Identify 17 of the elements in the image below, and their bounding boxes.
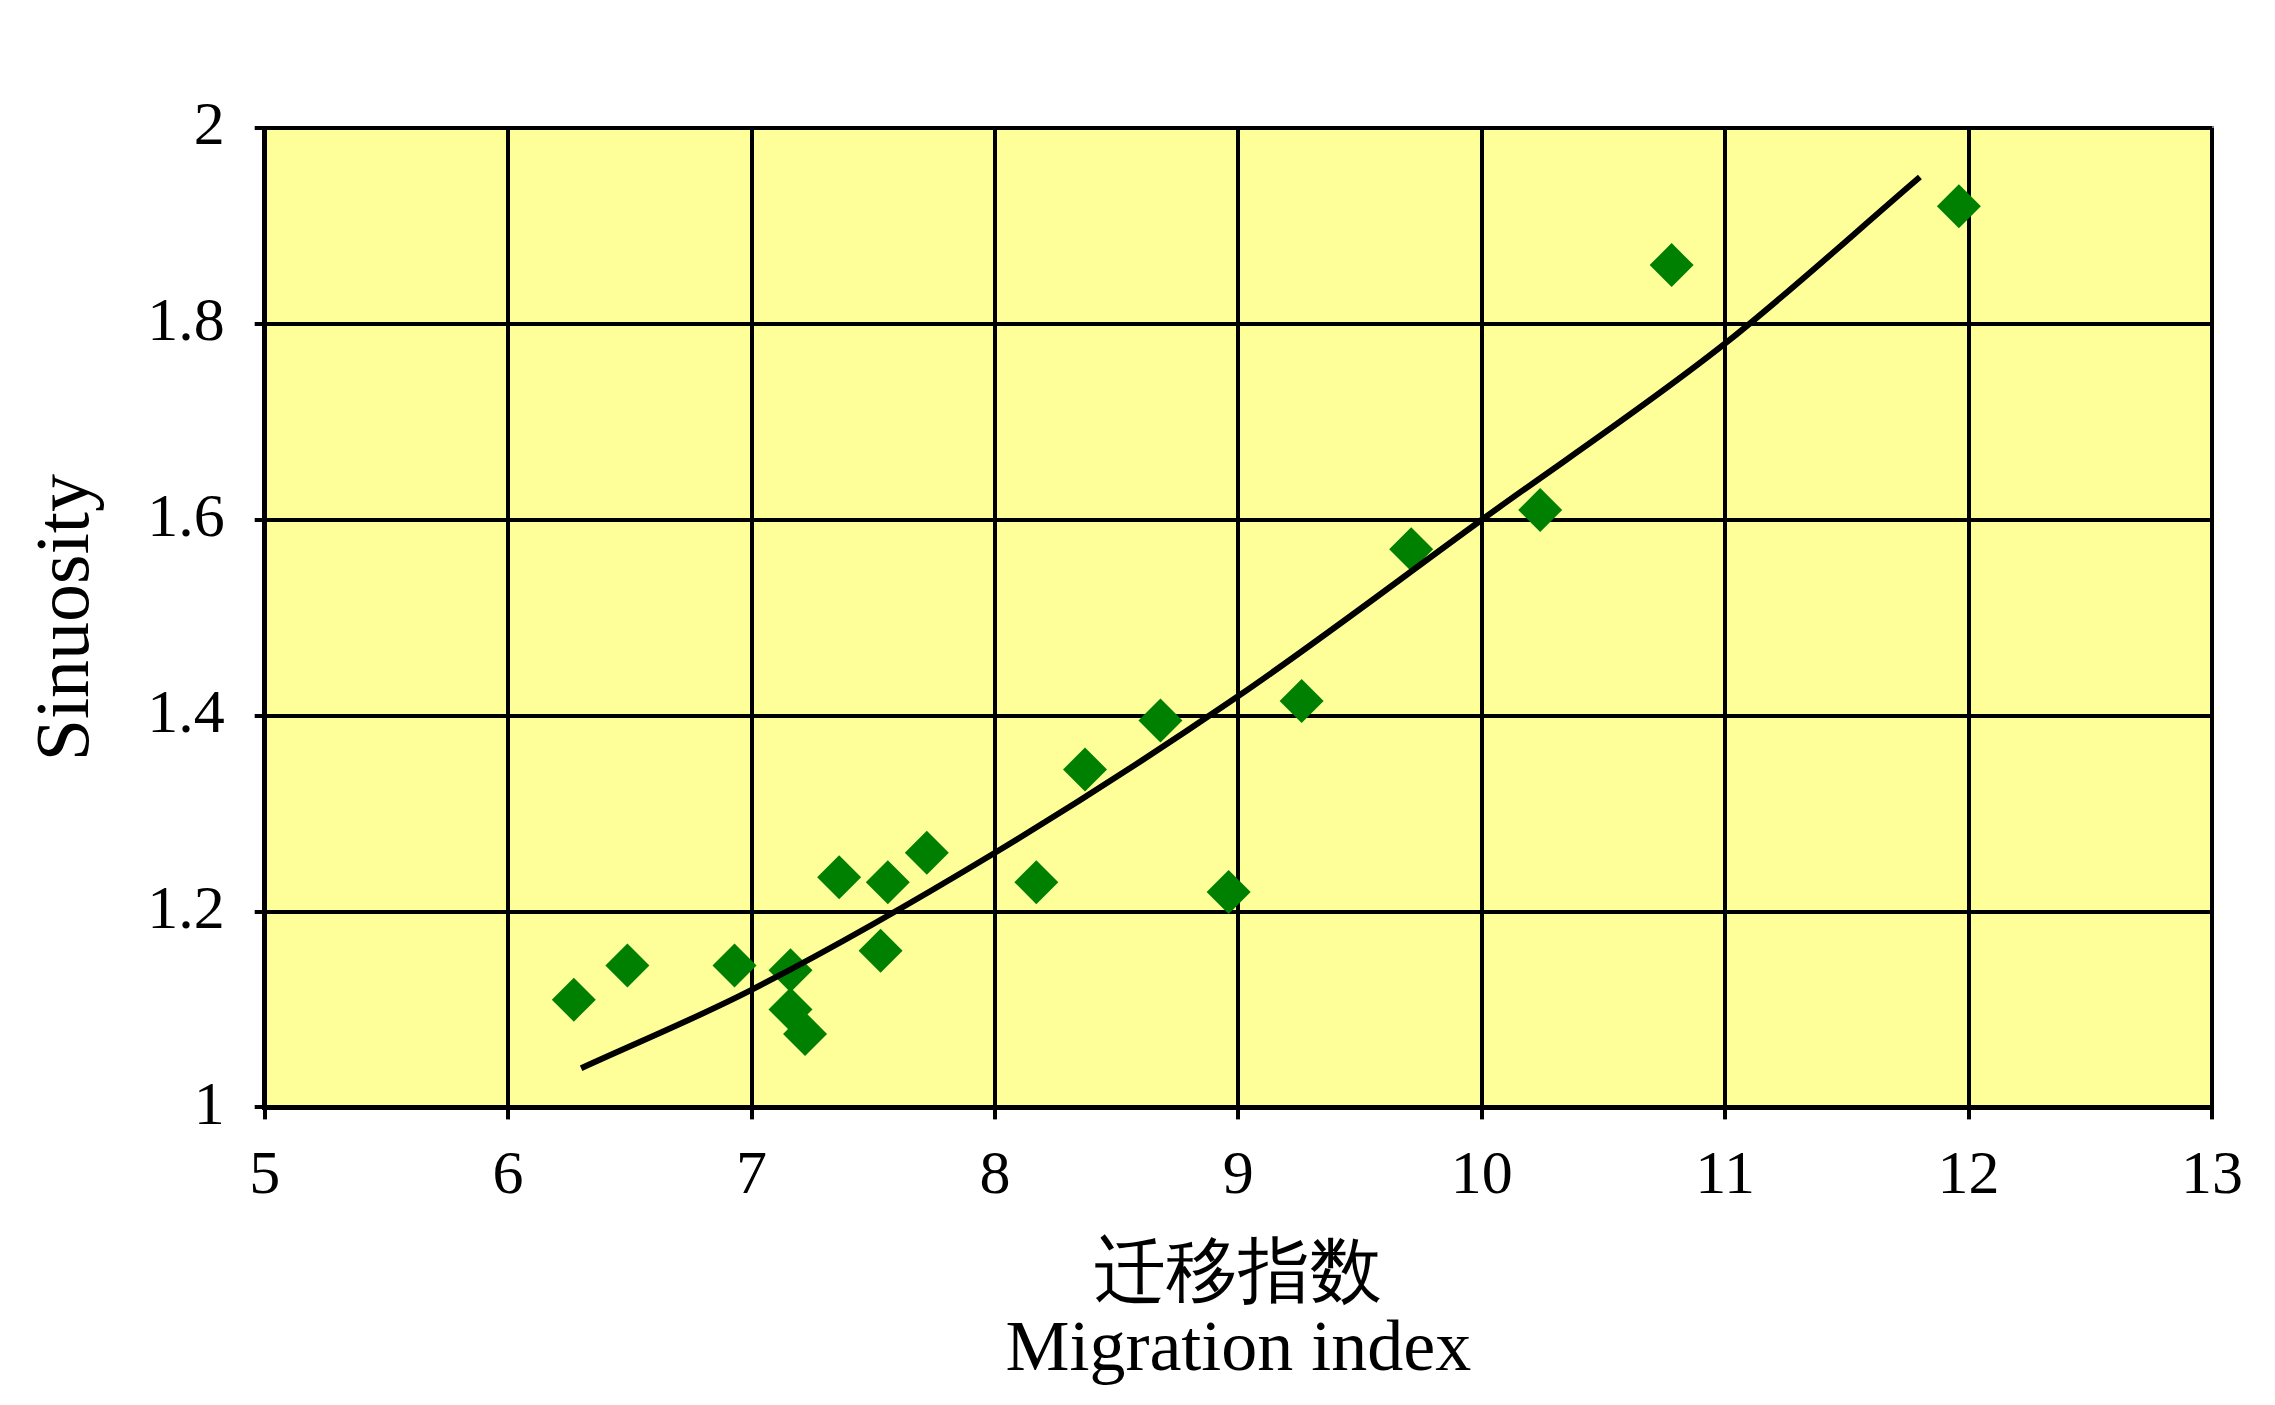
x-tick-label: 8 [979, 1137, 1011, 1206]
y-tick-label: 2 [193, 89, 225, 158]
y-axis-title: Sinuosity [19, 474, 104, 762]
x-tick-label: 9 [1222, 1137, 1254, 1206]
y-tick-label: 1.6 [147, 481, 225, 550]
x-tick-label: 6 [492, 1137, 524, 1206]
y-tick-label: 1.4 [147, 676, 225, 745]
y-tick-label: 1 [193, 1068, 225, 1137]
x-tick-label: 13 [2181, 1137, 2243, 1206]
y-tick-label: 1.8 [147, 285, 225, 354]
x-axis-title: 迁移指数 Migration index [1005, 1230, 1472, 1387]
x-tick-label: 5 [249, 1137, 281, 1206]
x-tick-label: 7 [736, 1137, 768, 1206]
x-tick-label: 10 [1450, 1137, 1513, 1206]
y-tick-label: 1.2 [147, 872, 225, 941]
x-tick-label: 12 [1937, 1137, 2000, 1206]
x-tick-label: 11 [1695, 1137, 1756, 1206]
